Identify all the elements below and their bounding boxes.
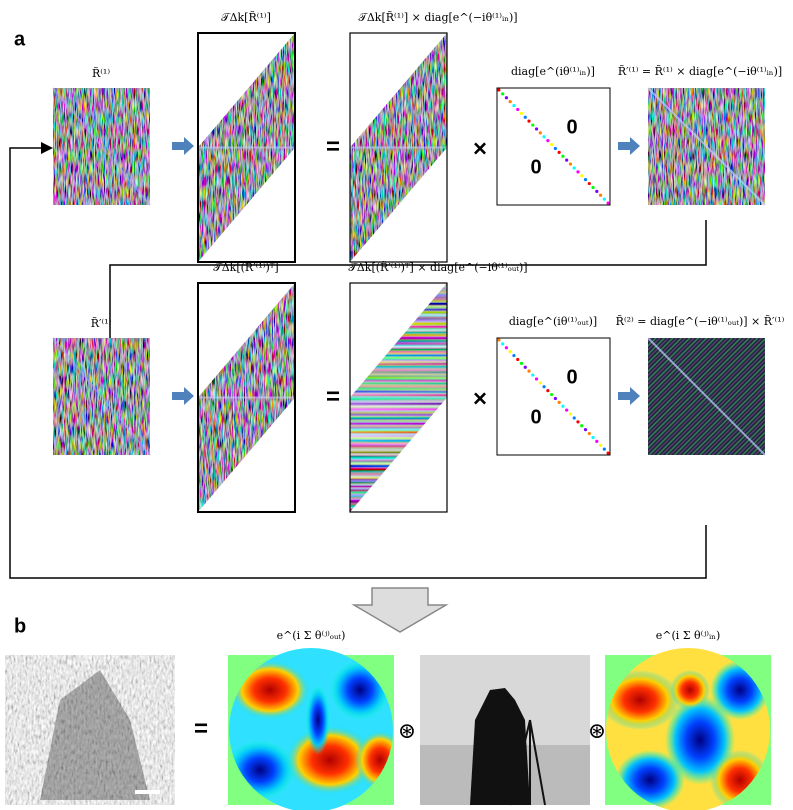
diag-element [580,174,583,177]
diag-element [516,358,519,361]
diag-element [539,381,542,384]
equals: = [326,383,340,410]
diag-element [607,451,610,454]
diag-element [501,342,504,345]
frame-label: 𝒯Δk[(R̃′⁽¹⁾)ᵀ] [213,261,278,274]
diag-element [603,448,606,451]
diag-element [512,354,515,357]
diag-element [554,147,557,150]
convolution: ⊛ [398,719,416,744]
diag-element [527,370,530,373]
diag-element [595,440,598,443]
frame-label: 𝒯Δk[R̃⁽¹⁾] [221,11,271,24]
matrix-label: R̃′⁽¹⁾ [91,317,112,330]
diag-element [573,166,576,169]
down-arrow [354,588,446,632]
diag-element [524,366,527,369]
convolution: ⊛ [588,719,606,744]
diag-label: diag[e^(iθ⁽¹⁾ᵢₙ)] [511,65,595,78]
scale-bar [135,790,160,794]
diag-element [603,198,606,201]
diag-element [509,100,512,103]
diag-element [542,385,545,388]
matrix-label: R̃⁽¹⁾ [92,67,110,80]
diag-element [584,178,587,181]
diag-element [520,362,523,365]
diag-element [509,350,512,353]
diag-element [607,201,610,204]
diag-element [554,397,557,400]
diag-element [591,436,594,439]
diag-element [569,412,572,415]
diag-element [497,88,500,91]
diag-element [535,127,538,130]
diag-label: diag[e^(iθ⁽¹⁾ₒᵤₜ)] [509,315,597,328]
diag-element [527,120,530,123]
diag-element [561,405,564,408]
diag-element [591,186,594,189]
figure: a b R̃⁽¹⁾ 𝒯Δk[R̃⁽¹⁾] 𝒯Δk[R̃⁽¹⁾] × diag[e^(… [0,0,793,810]
diag-element [558,401,561,404]
equals: = [194,715,208,742]
diag-element [505,96,508,99]
zero: 0 [530,406,541,428]
diag-element [565,409,568,412]
diag-element [516,108,519,111]
diag-element [550,393,553,396]
diag-element [550,143,553,146]
diag-element [580,424,583,427]
diag-element [599,444,602,447]
frame-label: 𝒯Δk[R̃⁽¹⁾] × diag[e^(−iθ⁽¹⁾ᵢₙ)] [358,11,517,24]
diag-element [501,92,504,95]
diag-element [576,420,579,423]
phase-label: e^(i Σ θ⁽ʲ⁾ᵢₙ) [656,629,721,642]
diag-element [588,182,591,185]
blue-arrow [172,137,194,155]
diag-element [561,155,564,158]
diag-element [595,190,598,193]
diag-element [531,373,534,376]
blue-arrow [172,387,194,405]
diag-element [512,104,515,107]
diag-element [546,139,549,142]
frame-label: 𝒯Δk[(R̃′⁽¹⁾)ᵀ] × diag[e^(−iθ⁽¹⁾ₒᵤₜ)] [348,261,527,274]
blue-arrow [618,137,640,155]
blue-arrow [618,387,640,405]
diag-element [531,123,534,126]
equals: = [326,133,340,160]
diag-element [576,170,579,173]
times: × [473,385,487,412]
panel-label: b [14,615,26,637]
zero: 0 [566,366,577,388]
diag-element [588,432,591,435]
diag-element [599,194,602,197]
times: × [473,135,487,162]
zero: 0 [530,156,541,178]
diag-element [542,135,545,138]
diag-element [546,389,549,392]
diag-element [565,159,568,162]
panel-label: a [14,28,26,50]
matrix-label: R̃′⁽¹⁾ = R̃⁽¹⁾ × diag[e^(−iθ⁽¹⁾ᵢₙ)] [618,65,782,78]
diag-element [497,338,500,341]
diag-element [535,377,538,380]
diag-element [558,151,561,154]
diag-element [520,112,523,115]
diag-element [569,162,572,165]
phase-label: e^(i Σ θ⁽ʲ⁾ₒᵤₜ) [277,629,346,642]
diag-element [505,346,508,349]
matrix-label: R̃⁽²⁾ = diag[e^(−iθ⁽¹⁾ₒᵤₜ)] × R̃′⁽¹⁾ [616,315,785,328]
diag-element [584,428,587,431]
diag-element [539,131,542,134]
diag-element [524,116,527,119]
zero: 0 [566,116,577,138]
diag-element [573,416,576,419]
